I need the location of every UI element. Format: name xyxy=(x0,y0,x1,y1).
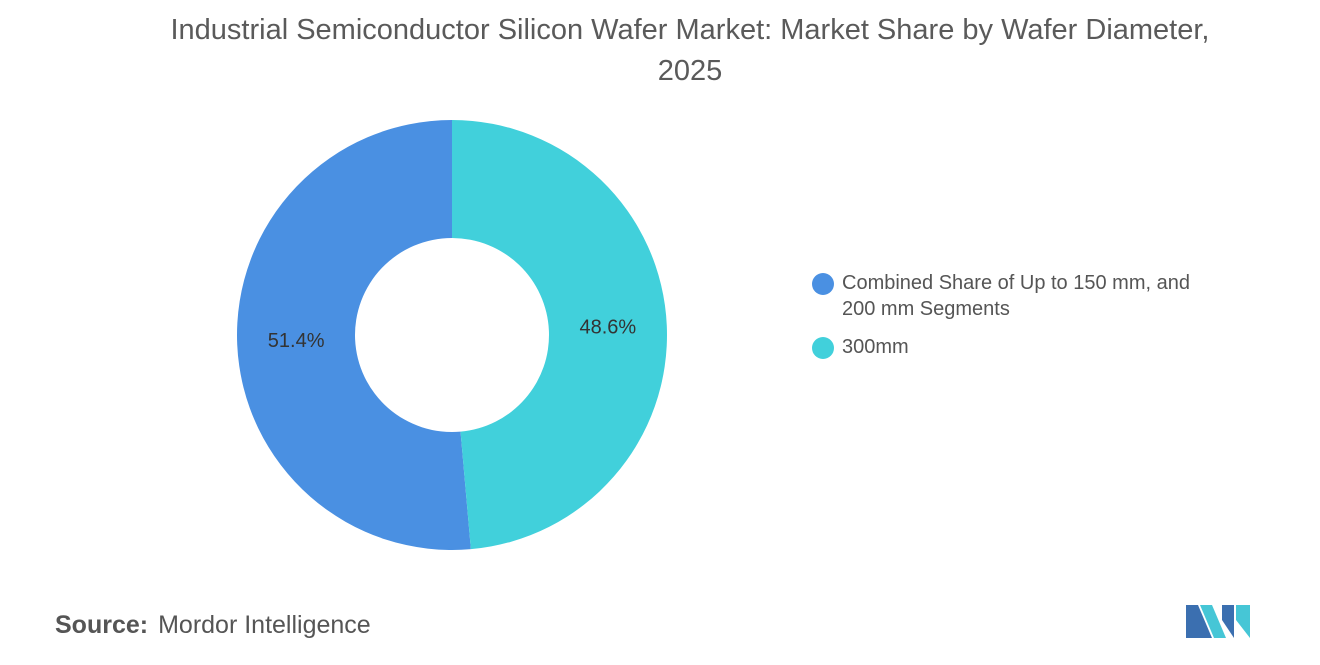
legend-item: 300mm xyxy=(812,334,1202,360)
legend-label: Combined Share of Up to 150 mm, and 200 … xyxy=(842,272,1190,320)
logo xyxy=(1186,605,1250,638)
chart-title: Industrial Semiconductor Silicon Wafer M… xyxy=(170,14,1210,87)
value-label: 48.6% xyxy=(579,316,636,338)
legend-swatch xyxy=(812,337,834,359)
legend: Combined Share of Up to 150 mm, and 200 … xyxy=(812,270,1202,372)
legend-item: Combined Share of Up to 150 mm, and 200 … xyxy=(812,270,1202,322)
source: Source: Mordor Intelligence xyxy=(55,611,371,640)
source-label: Source: xyxy=(55,611,149,639)
slice xyxy=(452,120,668,550)
slice xyxy=(237,120,471,550)
source-name: Mordor Intelligence xyxy=(158,611,371,639)
legend-label: 300mm xyxy=(842,336,909,358)
value-label: 51.4% xyxy=(268,330,325,352)
legend-swatch xyxy=(812,273,834,295)
